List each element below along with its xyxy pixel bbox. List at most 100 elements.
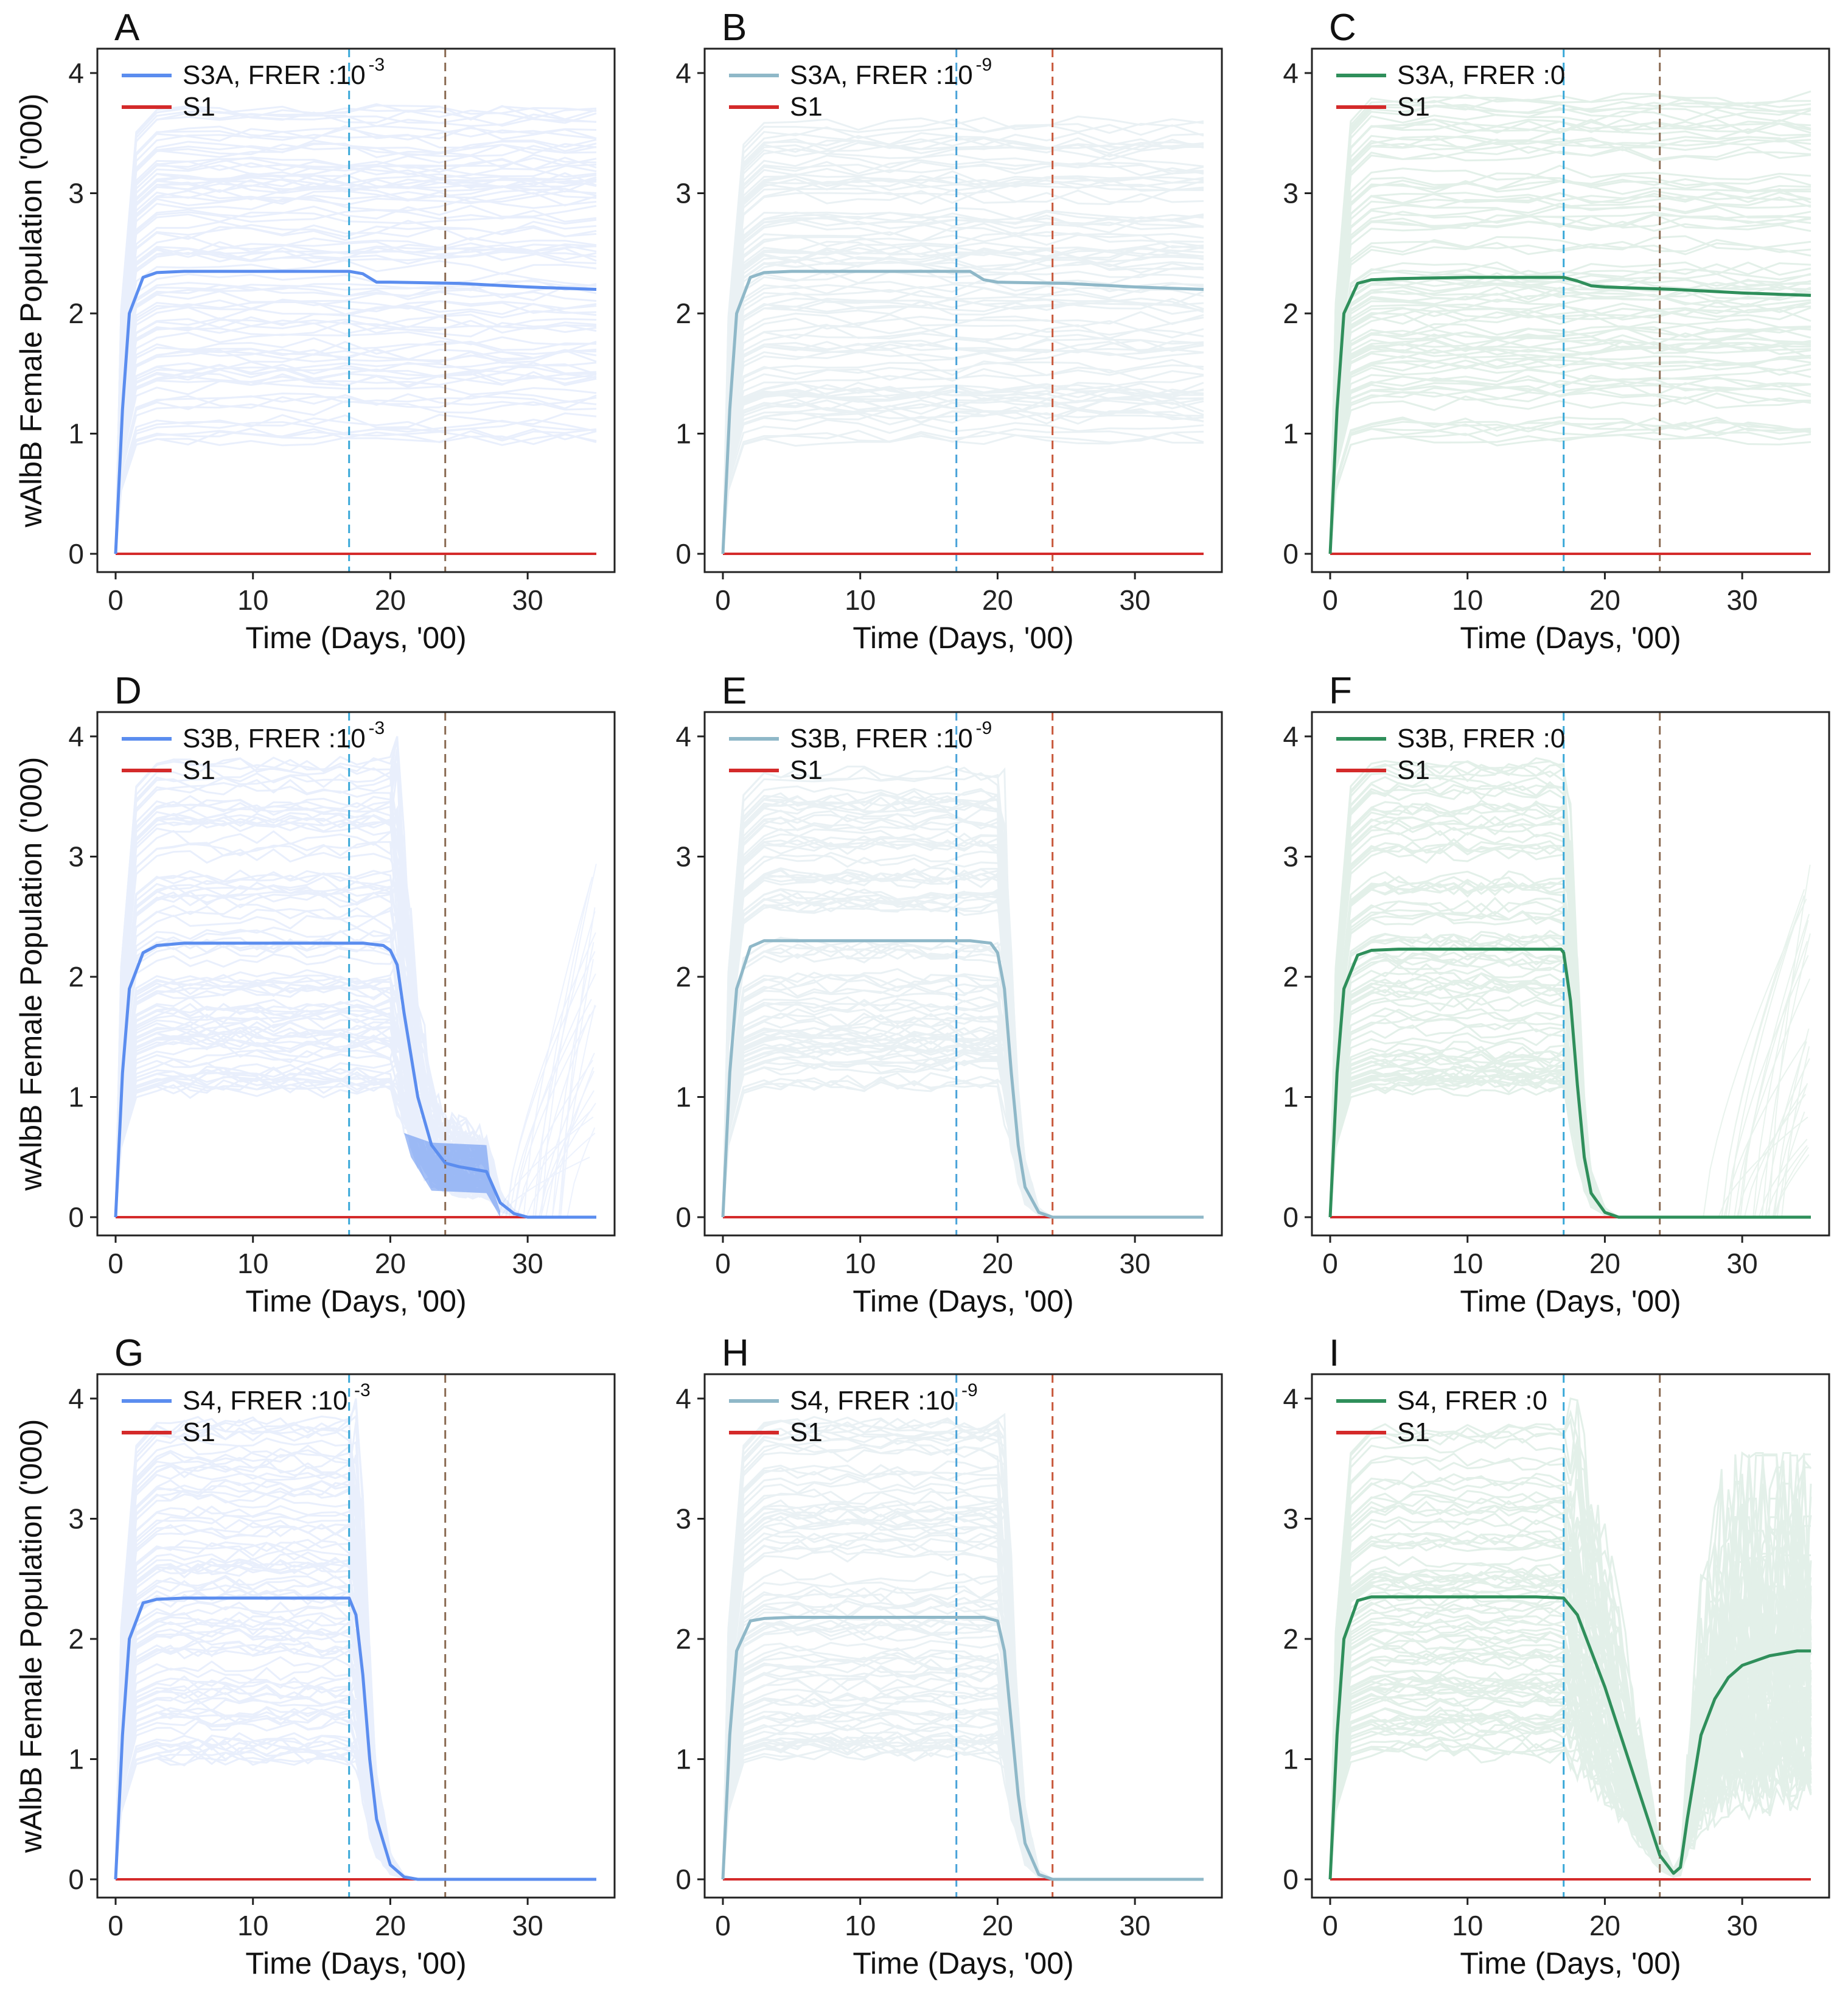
ensemble-line bbox=[1329, 1586, 1812, 1880]
ensemble-line bbox=[722, 391, 1204, 554]
x-axis-title: Time (Days, '00) bbox=[853, 1946, 1073, 1980]
ensemble-line bbox=[1329, 1682, 1811, 1880]
ensemble-line bbox=[1329, 211, 1811, 554]
ytick-label: 0 bbox=[675, 538, 691, 570]
ensemble-line bbox=[722, 360, 1204, 554]
ensemble-line bbox=[1329, 1680, 1812, 1880]
ensemble-line bbox=[722, 1531, 1204, 1881]
ytick-label: 1 bbox=[68, 418, 84, 450]
xtick-label: 0 bbox=[1322, 1910, 1338, 1941]
ensemble-line bbox=[114, 190, 597, 554]
ensemble-line bbox=[1329, 1748, 1812, 1880]
ensemble-line bbox=[722, 134, 1204, 554]
ensemble-line bbox=[722, 1078, 1204, 1218]
ensemble-line bbox=[722, 1060, 1204, 1218]
ensemble-line bbox=[1329, 1713, 1812, 1880]
legend-label-s1: S1 bbox=[790, 1417, 823, 1447]
ensemble-line bbox=[114, 236, 597, 554]
ensemble-line bbox=[114, 301, 597, 554]
ensemble-line bbox=[1329, 1650, 1812, 1880]
recovery-tails bbox=[1703, 864, 1811, 1218]
ensemble-line bbox=[722, 382, 1204, 554]
ensemble-line bbox=[1329, 1715, 1812, 1880]
ensemble-line bbox=[114, 313, 597, 554]
legend: S3A, FRER :10 -3 S1 bbox=[122, 55, 385, 122]
ensemble-line bbox=[722, 1428, 1204, 1881]
ytick-label: 1 bbox=[675, 1081, 691, 1113]
ensemble-line bbox=[114, 285, 597, 554]
xtick-label: 10 bbox=[237, 584, 268, 616]
ensemble-line bbox=[722, 1041, 1204, 1218]
plot-frame bbox=[703, 47, 1223, 573]
mean-line bbox=[721, 939, 1204, 1219]
ensemble-line bbox=[1329, 1518, 1812, 1880]
ensemble-line bbox=[722, 301, 1204, 554]
legend: S3B, FRER :10 -3 S1 bbox=[122, 718, 385, 785]
ensemble-line bbox=[114, 103, 597, 554]
xtick-label: 0 bbox=[715, 1248, 731, 1279]
recovery-line bbox=[1721, 896, 1805, 1218]
ensemble-line bbox=[114, 157, 597, 554]
x-axis-title: Time (Days, '00) bbox=[853, 621, 1073, 655]
ensemble-line bbox=[114, 153, 597, 554]
ensemble-line bbox=[722, 430, 1204, 554]
xtick-label: 20 bbox=[1589, 1248, 1620, 1279]
ensemble-line bbox=[722, 170, 1204, 554]
ensemble-line bbox=[1329, 1714, 1812, 1880]
ensemble-line bbox=[114, 394, 597, 554]
ensemble-line bbox=[114, 319, 597, 554]
ensemble-line bbox=[722, 1744, 1204, 1881]
ensemble-lines bbox=[114, 1398, 596, 1881]
ensemble-line bbox=[114, 176, 597, 554]
ensemble-line bbox=[114, 240, 597, 554]
ensemble-line bbox=[722, 266, 1204, 554]
ensemble-line bbox=[1329, 307, 1811, 554]
ensemble-line bbox=[1329, 90, 1811, 554]
ensemble-line bbox=[722, 256, 1204, 554]
ensemble-line bbox=[722, 339, 1204, 554]
ensemble-line bbox=[1329, 374, 1811, 554]
ensemble-line bbox=[722, 243, 1204, 554]
ytick-label: 2 bbox=[68, 298, 84, 329]
ensemble-line bbox=[722, 221, 1204, 554]
legend-label-s1: S1 bbox=[790, 755, 823, 785]
plot-frame bbox=[703, 711, 1223, 1237]
ensemble-line bbox=[114, 349, 597, 554]
y-axis-title: wAlbB Female Population ('000) bbox=[14, 94, 48, 528]
ytick-label: 4 bbox=[675, 57, 691, 89]
ensemble-lines bbox=[722, 115, 1204, 554]
ensemble-line bbox=[114, 250, 597, 554]
xtick-label: 10 bbox=[1452, 1248, 1483, 1279]
panel-letter: G bbox=[114, 1332, 144, 1374]
ensemble-line bbox=[1329, 339, 1811, 554]
recovery-line bbox=[532, 911, 596, 1218]
ensemble-line bbox=[114, 321, 597, 554]
ensemble-line bbox=[1329, 358, 1811, 554]
ensemble-line bbox=[114, 392, 597, 554]
ensemble-line bbox=[114, 225, 597, 554]
ensemble-line bbox=[114, 1708, 596, 1881]
ytick-label: 3 bbox=[1283, 841, 1299, 873]
recovery-line bbox=[512, 973, 596, 1218]
ensemble-line bbox=[722, 337, 1204, 554]
ensemble-line bbox=[1329, 1643, 1812, 1880]
ensemble-line bbox=[114, 976, 596, 1218]
ensemble-line bbox=[114, 400, 597, 554]
ensemble-line bbox=[722, 350, 1204, 554]
ensemble-line bbox=[722, 1657, 1204, 1881]
xtick-label: 0 bbox=[108, 1248, 124, 1279]
ensemble-line bbox=[1329, 1705, 1812, 1880]
ensemble-line bbox=[114, 247, 597, 554]
ensemble-line bbox=[1329, 203, 1811, 554]
ensemble-line bbox=[114, 197, 597, 554]
ensemble-line bbox=[114, 371, 597, 554]
ensemble-line bbox=[1329, 433, 1811, 554]
ensemble-line bbox=[1329, 1739, 1812, 1880]
panel-e: 0 1 2 3 4 0 10 20 30 Time (Days, '00) E S3B, FRER :… bbox=[675, 670, 1223, 1318]
recovery-line bbox=[525, 1133, 596, 1218]
ensemble-line bbox=[722, 285, 1204, 554]
ensemble-line bbox=[1329, 1671, 1812, 1880]
plot-frame bbox=[1311, 711, 1830, 1237]
ensemble-line bbox=[114, 1745, 596, 1881]
legend-label-s1: S1 bbox=[183, 755, 215, 785]
